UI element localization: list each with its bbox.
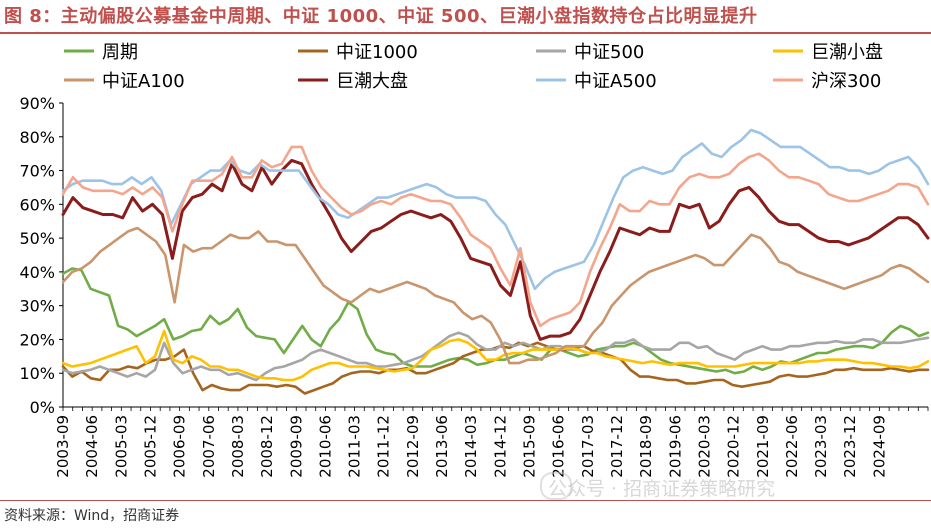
x-tick-label: 2015-09 [521, 415, 539, 478]
x-tick-label: 2005-03 [112, 415, 130, 478]
wechat-logo-icon [540, 472, 572, 500]
y-tick-label: 60% [19, 195, 55, 214]
line-chart: 0% 10% 20% 30% 40% 50% 60% 70% 80% 90% 2003-09 2004… [19, 42, 930, 478]
x-tick-label: 2011-03 [346, 415, 364, 478]
legend-label: 巨潮大盘 [336, 71, 408, 92]
legend-label: 沪深300 [811, 71, 881, 92]
y-tick-label: 10% [19, 364, 55, 383]
legend-label: 中证1000 [336, 42, 418, 63]
y-tick-label: 80% [19, 128, 55, 147]
source-rule [0, 500, 931, 501]
x-tick-label: 2005-12 [141, 415, 159, 478]
x-tick-label: 2006-09 [171, 415, 189, 478]
x-tick-label: 2009-09 [287, 415, 305, 478]
x-tick-label: 2014-03 [462, 415, 480, 478]
x-tick-label: 2011-12 [375, 415, 393, 478]
legend-label: 中证A100 [102, 71, 185, 92]
x-tick-label: 2016-06 [550, 415, 568, 478]
source-note: 资料来源：Wind，招商证券 [4, 508, 180, 524]
x-tick-label: 2019-06 [666, 415, 684, 478]
series-line-4 [61, 226, 930, 365]
x-tick-label: 2017-12 [608, 415, 626, 478]
series-line-1 [61, 341, 930, 395]
legend-label: 中证A500 [574, 71, 657, 92]
y-tick-label: 70% [19, 162, 55, 181]
legend-label: 周期 [102, 42, 138, 63]
y-tick-label: 50% [19, 229, 55, 248]
x-tick-label: 2004-06 [83, 415, 101, 478]
x-tick-label: 2020-12 [725, 415, 743, 478]
x-tick-label: 2008-03 [229, 415, 247, 478]
x-tick-label: 2003-09 [54, 415, 72, 478]
x-tick-label: 2018-09 [637, 415, 655, 478]
legend-label: 巨潮小盘 [811, 42, 883, 63]
x-tick-label: 2014-12 [491, 415, 509, 478]
y-tick-label: 20% [19, 330, 55, 349]
x-tick-label: 2023-12 [841, 415, 859, 478]
y-tick-label: 0% [30, 398, 55, 417]
series-line-3 [61, 329, 930, 382]
series-line-5 [61, 158, 930, 341]
y-tick-label: 40% [19, 263, 55, 282]
x-tick-label: 2023-03 [812, 415, 830, 478]
y-tick-label: 90% [19, 94, 55, 113]
x-tick-label: 2008-12 [258, 415, 276, 478]
x-tick-label: 2012-09 [404, 415, 422, 478]
x-tick-label: 2020-03 [695, 415, 713, 478]
series-line-2 [61, 331, 930, 382]
x-tick-label: 2024-09 [870, 415, 888, 478]
watermark: 公众号 · 招商证券策略研究 [548, 478, 776, 500]
y-tick-label: 30% [19, 297, 55, 316]
x-tick-label: 2017-03 [579, 415, 597, 478]
series-line-6 [61, 128, 930, 291]
series-line-7 [61, 145, 930, 328]
title-rule [0, 32, 931, 34]
x-tick-label: 2013-06 [433, 415, 451, 478]
x-tick-label: 2022-06 [783, 415, 801, 478]
x-tick-label: 2010-06 [316, 415, 334, 478]
legend-label: 中证500 [574, 42, 644, 63]
chart-title: 图 8：主动偏股公募基金中周期、中证 1000、中证 500、巨潮小盘指数持仓占… [4, 6, 758, 27]
x-tick-label: 2007-06 [200, 415, 218, 478]
x-tick-label: 2021-09 [754, 415, 772, 478]
